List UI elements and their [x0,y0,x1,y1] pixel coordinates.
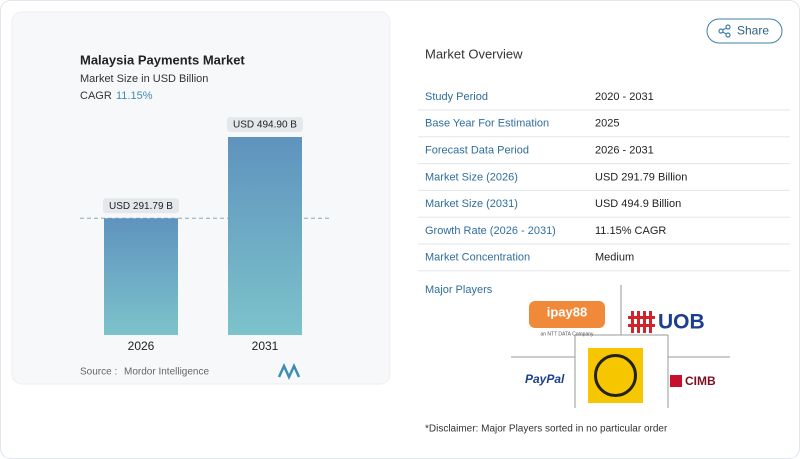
row-label: Study Period [425,91,488,103]
row-label: Base Year For Estimation [425,118,549,130]
cimb-text: CIMB [685,374,716,388]
value-label: USD 494.90 B [233,120,297,131]
cagr-value: 11.15% [116,90,153,102]
x-tick-label: 2026 [128,339,155,353]
bar [228,137,302,335]
cimb-mark [670,375,682,387]
logo-mark [277,362,301,381]
row-label: Forecast Data Period [425,145,529,157]
source-label: Source : [80,367,117,378]
row-value: 11.15% CAGR [595,225,666,237]
value-label: USD 291.79 B [109,201,173,212]
disclaimer: *Disclaimer: Major Players sorted in no … [425,424,668,435]
ipay-logo [529,301,605,328]
share-label[interactable]: Share [737,24,769,38]
uob-mark [628,311,655,333]
row-value: Medium [595,252,634,264]
row-value: USD 291.79 Billion [595,171,687,183]
bars: USD 291.79 B 2026 USD 494.90 B 2031 [80,117,330,353]
chart-subtitle: Market Size in USD Billion [80,73,208,85]
overview-table: Study Period 2020 - 2031 Base Year For Est… [418,91,790,272]
ipay-text: ipay88 [547,304,587,319]
players-title: Major Players [425,284,493,296]
bar [104,218,178,335]
maybank-logo [588,348,643,403]
row-label: Market Concentration [425,252,530,264]
row-label: Market Size (2031) [425,198,518,210]
row-value: 2020 - 2031 [595,91,654,103]
row-value: USD 494.9 Billion [595,198,681,210]
source: Mordor Intelligence [124,367,209,378]
value-label-bg [103,198,179,214]
value-label-bg [227,117,303,132]
share-button[interactable] [706,18,783,44]
cagr-label: CAGR [80,90,112,102]
row-label: Growth Rate (2026 - 2031) [425,225,556,237]
row-value: 2025 [595,118,619,130]
ipay-sub: an NTT DATA Company [540,331,594,337]
paypal-text: PayPal [525,372,565,386]
chart-title: Malaysia Payments Market [80,52,245,67]
uob-text: UOB [658,311,705,334]
x-tick-label: 2031 [252,339,279,353]
maybank-mark [594,354,637,397]
chart-card [11,11,391,385]
row-label: Market Size (2026) [425,171,518,183]
row-value: 2026 - 2031 [595,145,654,157]
share-icon [718,24,731,38]
overview-title: Market Overview [425,46,523,61]
